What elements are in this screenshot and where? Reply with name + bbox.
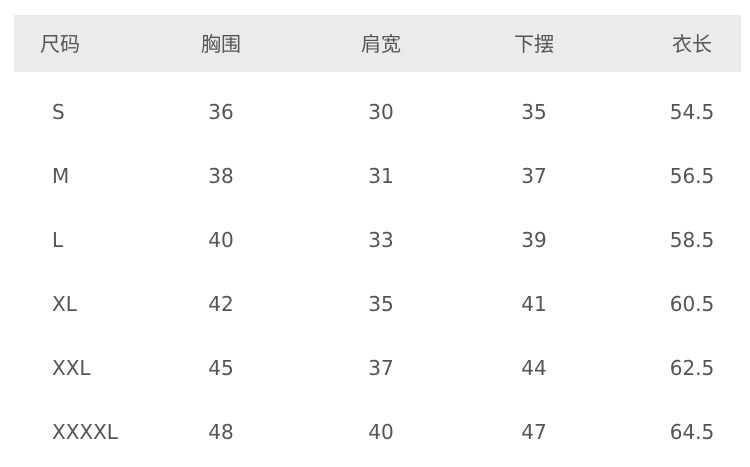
table-cell: 36 <box>208 100 234 124</box>
table-cell: XXXXL <box>52 420 118 444</box>
table-cell: 40 <box>208 228 234 252</box>
table-cell: 31 <box>368 164 394 188</box>
table-cell: 54.5 <box>669 100 715 124</box>
header-row <box>14 15 741 72</box>
table-cell: 39 <box>521 228 547 252</box>
table-cell: XXL <box>52 356 91 380</box>
table-cell: 41 <box>521 292 547 316</box>
header-cell: 尺码 <box>40 32 80 56</box>
table-cell: XL <box>52 292 77 316</box>
table-cell: 33 <box>368 228 394 252</box>
table-cell: 60.5 <box>669 292 715 316</box>
table-cell: S <box>52 100 65 124</box>
table-cell: 40 <box>368 420 394 444</box>
table-cell: 44 <box>521 356 547 380</box>
table-cell: M <box>52 164 70 188</box>
header-cell: 衣长 <box>672 32 712 56</box>
table-cell: 38 <box>208 164 234 188</box>
table-cell: L <box>52 228 64 252</box>
table-cell: 35 <box>368 292 394 316</box>
table-cell: 56.5 <box>669 164 715 188</box>
table-cell: 30 <box>368 100 394 124</box>
table-cell: 64.5 <box>669 420 715 444</box>
header-cell: 下摆 <box>514 32 554 56</box>
table-cell: 58.5 <box>669 228 715 252</box>
table-cell: 62.5 <box>669 356 715 380</box>
table-cell: 45 <box>208 356 234 380</box>
table-cell: 48 <box>208 420 234 444</box>
header-cell: 胸围 <box>201 32 241 56</box>
table-cell: 37 <box>521 164 547 188</box>
table-cell: 35 <box>521 100 547 124</box>
table-cell: 47 <box>521 420 547 444</box>
table-cell: 42 <box>208 292 234 316</box>
header-cell: 肩宽 <box>361 32 401 56</box>
table-cell: 37 <box>368 356 394 380</box>
